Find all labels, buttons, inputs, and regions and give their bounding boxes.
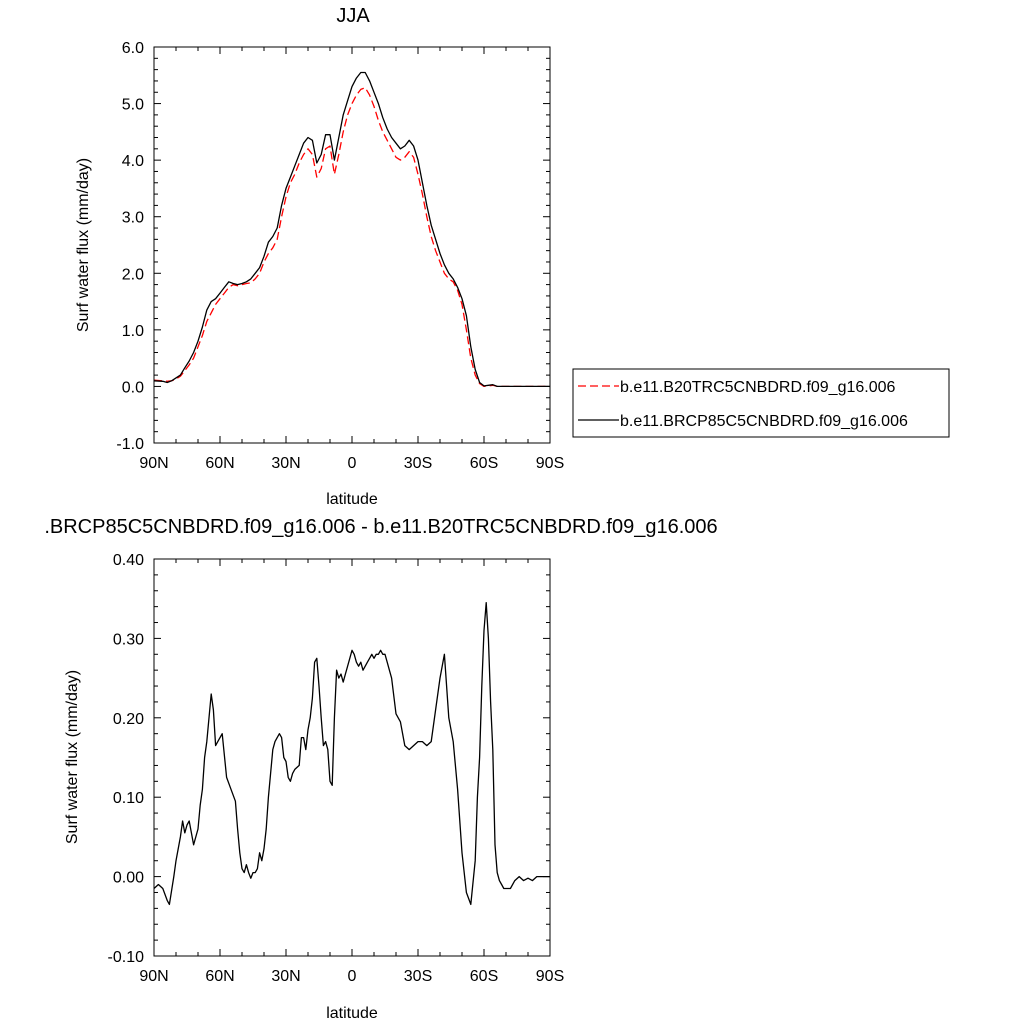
upper-x-tick-label: 60N bbox=[205, 455, 234, 472]
upper-series-lines bbox=[153, 71, 550, 388]
upper-chart-title: JJA bbox=[336, 5, 370, 27]
upper-y-tick-label: 3.0 bbox=[122, 210, 144, 227]
lower-plot-frame bbox=[153, 558, 551, 957]
legend-label-rcp85: b.e11.BRCP85C5CNBDRD.f09_g16.006 bbox=[620, 413, 908, 430]
upper-y-tick-label: 4.0 bbox=[122, 153, 144, 170]
upper-x-tick-label: 30N bbox=[271, 455, 300, 472]
upper-y-tick-label: 2.0 bbox=[122, 266, 144, 283]
upper-y-tick-label: 5.0 bbox=[122, 97, 144, 114]
upper-y-tick-label: -1.0 bbox=[116, 436, 144, 453]
lower-chart-title: .BRCP85C5CNBDRD.f09_g16.006 - b.e11.B20T… bbox=[44, 516, 717, 538]
upper-series-line-2 bbox=[153, 71, 550, 388]
upper-y-tick-label: 0.0 bbox=[122, 379, 144, 396]
lower-x-tick-label: 30S bbox=[404, 968, 432, 985]
lower-y-tick-label: 0.40 bbox=[113, 552, 144, 569]
lower-x-tick-label: 60N bbox=[205, 968, 234, 985]
upper-series-line-1 bbox=[153, 87, 550, 388]
lower-x-tick-label: 90N bbox=[139, 968, 168, 985]
lower-series-line-1 bbox=[153, 602, 550, 906]
lower-y-tick-label: -0.10 bbox=[108, 949, 145, 966]
upper-x-tick-label: 30S bbox=[404, 455, 432, 472]
lower-axis-ticks: 90N 60N 30N 0 30S 60S 90S -0.10 0.00 0.10 0.20 0.30… bbox=[108, 552, 565, 985]
lower-y-axis-label: Surf water flux (mm/day) bbox=[64, 670, 81, 844]
lower-series-lines bbox=[153, 602, 550, 906]
lower-y-tick-label: 0.30 bbox=[113, 631, 144, 648]
upper-axis-ticks: 90N 60N 30N 0 30S 60S 90S -1.0 0.0 1.0 2.0 3.0 4.0 5.… bbox=[116, 40, 564, 472]
lower-panel: .BRCP85C5CNBDRD.f09_g16.006 - b.e11.B20T… bbox=[44, 516, 717, 1022]
upper-x-tick-label: 90N bbox=[139, 455, 168, 472]
upper-y-tick-label: 6.0 bbox=[122, 40, 144, 57]
lower-y-tick-label: 0.20 bbox=[113, 711, 144, 728]
upper-plot-frame bbox=[153, 46, 551, 444]
upper-x-tick-label: 90S bbox=[536, 455, 564, 472]
upper-panel: JJA Surf water flux (mm/day) latitude 90… bbox=[75, 5, 950, 508]
lower-x-tick-label: 90S bbox=[536, 968, 564, 985]
upper-x-tick-label: 60S bbox=[470, 455, 498, 472]
lower-y-tick-label: 0.10 bbox=[113, 790, 144, 807]
upper-y-axis-label: Surf water flux (mm/day) bbox=[75, 158, 92, 332]
legend-label-control: b.e11.B20TRC5CNBDRD.f09_g16.006 bbox=[620, 379, 896, 396]
lower-y-tick-label: 0.00 bbox=[113, 870, 144, 887]
lower-x-tick-label: 60S bbox=[470, 968, 498, 985]
lower-x-axis-label: latitude bbox=[326, 1005, 378, 1022]
lower-x-tick-label: 30N bbox=[271, 968, 300, 985]
legend: b.e11.B20TRC5CNBDRD.f09_g16.006 b.e11.BR… bbox=[572, 368, 950, 438]
upper-x-axis-label: latitude bbox=[326, 491, 378, 508]
legend-box bbox=[572, 368, 950, 438]
upper-y-tick-label: 1.0 bbox=[122, 323, 144, 340]
lower-x-tick-label: 0 bbox=[348, 968, 357, 985]
upper-x-tick-label: 0 bbox=[348, 455, 357, 472]
